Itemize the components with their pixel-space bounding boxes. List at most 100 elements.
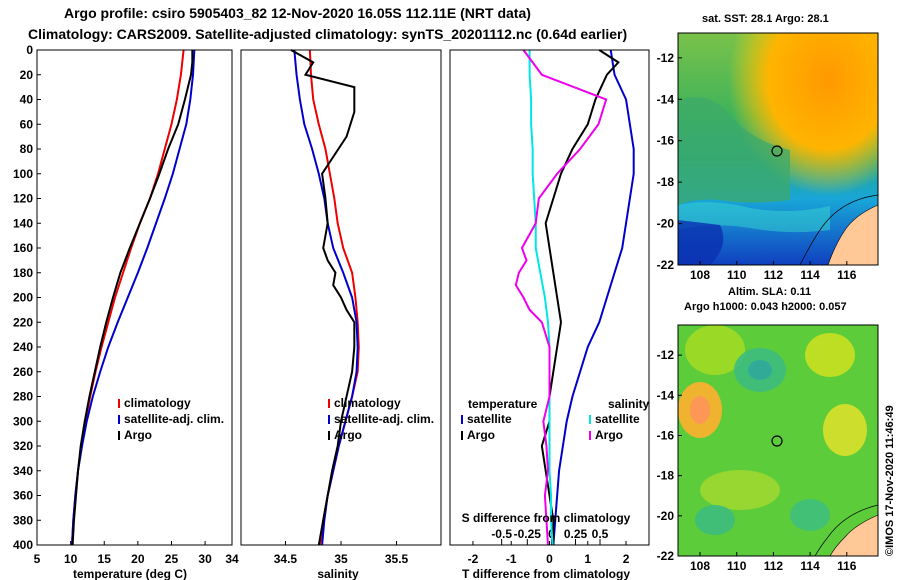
legend-climatology: climatology (124, 396, 191, 410)
map-y-tick-label: -18 (657, 469, 675, 483)
series-t-argo (540, 49, 620, 545)
map-y-tick-label: -14 (657, 92, 675, 106)
map-x-tick-label: 108 (690, 268, 710, 282)
sla-bathymetry-contour (814, 504, 879, 557)
x-tick-label: 30 (198, 552, 212, 566)
x-tick-label: 10 (64, 552, 78, 566)
map-x-tick-label: 112 (764, 559, 784, 573)
map-x-tick-label: 110 (727, 559, 747, 573)
sla-land (829, 514, 879, 557)
map-y-tick-label: -18 (657, 175, 675, 189)
x-tick-label: 34.5 (274, 552, 298, 566)
title-line-2: Climatology: CARS2009. Satellite-adjuste… (28, 26, 628, 42)
map-x-tick-label: 114 (800, 559, 820, 573)
map-y-tick-label: -22 (657, 258, 675, 272)
x-tick-label: 25 (165, 552, 179, 566)
sla-map: 108 110 112 114 116 -12 -14 -16 -18 -20 -22 (657, 324, 879, 573)
y-tick-label: 260 (13, 365, 33, 379)
legend-t-argo: Argo (467, 428, 495, 442)
sst-land (827, 204, 879, 266)
temperature-chart: 0 20 40 60 80 100 120 140 160 180 200 220 240 260 280 3… (13, 43, 239, 580)
map-y-tick-label: -14 (657, 388, 675, 402)
y-tick-label: 60 (20, 117, 34, 131)
x-top-tick-label: -0.5 (491, 527, 512, 541)
sla-blob-hot (690, 396, 710, 424)
legend-argo: Argo (124, 428, 152, 442)
sla-blob-low-2 (695, 505, 735, 535)
y-tick-label: 80 (20, 142, 34, 156)
sst-bathymetry-contour (799, 194, 879, 266)
y-tick-label: 240 (13, 340, 33, 354)
map-x-tick-label: 110 (727, 268, 747, 282)
legend-climatology: climatology (334, 396, 401, 410)
legend-satellite: satellite-adj. clim. (334, 412, 434, 426)
y-tick-label: 400 (13, 538, 33, 552)
x-tick-label: 0 (546, 552, 553, 566)
map-x-tick-label: 112 (764, 268, 784, 282)
series-satellite-adj-clim- (293, 49, 359, 546)
x-tick-label: 35.5 (385, 552, 409, 566)
sst-green-tongue (678, 97, 790, 205)
difference-xlabel-top: S difference from climatology (462, 511, 631, 525)
series-s-argo (514, 49, 608, 546)
legend-t-satellite: satellite (467, 412, 512, 426)
legend-s-argo: Argo (595, 428, 623, 442)
sst-map: 108 110 112 114 116 -12 -14 -16 -18 -20 -22 (657, 32, 879, 282)
argo-height-title: Argo h1000: 0.043 h2000: 0.057 (684, 301, 847, 313)
salinity-legend: climatology satellite-adj. clim. Argo (328, 396, 434, 442)
temperature-plot-frame (36, 49, 233, 546)
argo-marker (771, 435, 783, 447)
map-x-tick-label: 116 (837, 559, 857, 573)
x-top-tick-label: -0.25 (514, 527, 542, 541)
series-satellite-adj-clim- (70, 49, 196, 546)
sla-blob-lower (748, 360, 772, 380)
x-tick-label: 15 (98, 552, 112, 566)
sst-cold-region (678, 220, 724, 265)
x-tick-label: 1 (584, 552, 591, 566)
sla-blob (685, 325, 745, 375)
sst-map-frame (677, 32, 879, 266)
sla-blob-low-3 (790, 499, 830, 531)
sla-blob-high (805, 333, 855, 377)
y-tick-label: 120 (13, 192, 33, 206)
temperature-xlabel: temperature (deg C) (73, 567, 187, 580)
temperature-legend: climatology satellite-adj. clim. Argo (118, 396, 224, 442)
x-tick-label: 35 (334, 552, 348, 566)
difference-legend: temperature salinity satellite Argo sate… (461, 397, 650, 442)
y-tick-label: 200 (13, 291, 33, 305)
sla-map-frame (677, 324, 879, 557)
map-x-tick-label: 108 (690, 559, 710, 573)
series-argo (290, 49, 356, 546)
difference-plot-frame (449, 49, 650, 546)
x-tick-label: 5 (34, 552, 41, 566)
y-tick-label: 280 (13, 390, 33, 404)
title-line-1: Argo profile: csiro 5905403_82 12-Nov-20… (64, 5, 531, 21)
legend-satellite: satellite-adj. clim. (124, 412, 224, 426)
argo-marker (771, 145, 783, 157)
watermark-text: ©IMOS 17-Nov-2020 11:46:49 (884, 405, 896, 556)
salinity-plot-frame (240, 49, 442, 546)
legend-salinity-heading: salinity (608, 397, 650, 411)
y-tick-label: 220 (13, 315, 33, 329)
series-t-satellite (552, 49, 635, 546)
difference-chart: -2 -1 0 1 2 -0.5 -0.25 0 0.25 0.5 temperature sa… (449, 49, 650, 580)
x-tick-label: 34 (225, 552, 239, 566)
y-tick-label: 300 (13, 414, 33, 428)
x-tick-label: 2 (623, 552, 630, 566)
sla-map-title: Altim. SLA: 0.11 (728, 286, 812, 298)
map-y-tick-label: -20 (657, 509, 675, 523)
sla-blob-mid (700, 470, 780, 510)
difference-xlabel: T difference from climatology (462, 567, 630, 580)
map-y-tick-label: -16 (657, 134, 675, 148)
imos-watermark: ©IMOS 17-Nov-2020 11:46:49 (884, 405, 896, 556)
salinity-chart: 34.5 35 35.5 climatology satellite-adj. cl… (240, 49, 442, 580)
map-y-tick-label: -20 (657, 217, 675, 231)
y-tick-label: 0 (26, 43, 33, 57)
y-tick-label: 180 (13, 266, 33, 280)
legend-temperature-heading: temperature (468, 397, 538, 411)
salinity-xlabel: salinity (317, 567, 359, 580)
y-tick-label: 40 (20, 93, 34, 107)
y-tick-label: 360 (13, 489, 33, 503)
map-y-tick-label: -16 (657, 428, 675, 442)
x-tick-label: -2 (468, 552, 479, 566)
